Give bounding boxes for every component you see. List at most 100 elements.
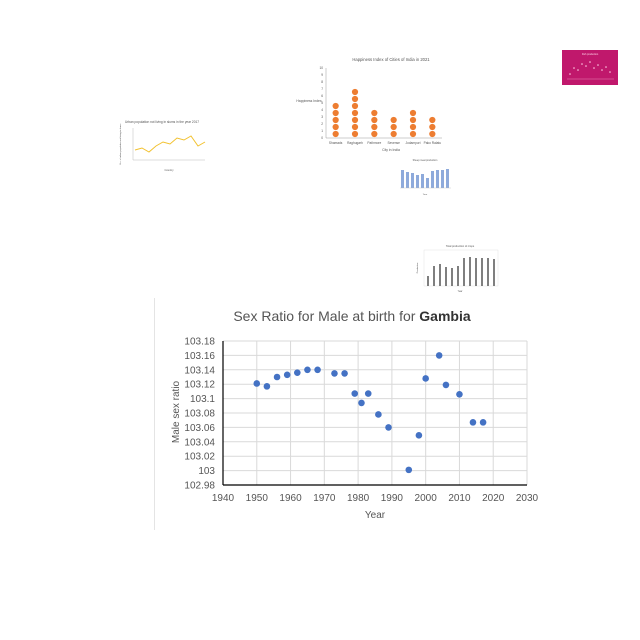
urban-chart-xlabel: Country <box>164 168 174 172</box>
data-point <box>253 380 261 387</box>
happiness-chart-ylabel: Happiness Index <box>296 99 322 103</box>
y-tick-label: 103.02 <box>184 452 215 463</box>
chart-title-text: Sex Ratio for Male at birth for <box>233 308 415 324</box>
data-point <box>422 375 429 382</box>
x-tick-labels: 1940 1950 1960 1970 1980 1990 2000 2010 2020 2030 <box>212 493 539 504</box>
happiness-category-label: Jodampuri <box>406 141 421 145</box>
data-point <box>273 373 281 381</box>
happiness-dot <box>332 123 339 131</box>
happiness-dot <box>351 130 359 138</box>
sheep-chart-bars <box>401 169 449 188</box>
data-point <box>358 399 365 407</box>
fish-chart-svg: Fish production <box>567 53 614 80</box>
x-tick-label: 1950 <box>246 493 269 504</box>
happiness-dot <box>371 109 378 117</box>
happiness-chart-xlabel: City in India <box>382 148 400 152</box>
happiness-dot <box>332 102 339 110</box>
y-tick-label: 103.1 <box>190 394 215 405</box>
data-point <box>283 371 291 379</box>
urban-chart-ylabel: No. of urban population not living in sl… <box>119 123 122 165</box>
crops-production-chart-thumbnail: Total production of crops Year Productio… <box>414 240 500 294</box>
x-tick-label: 1940 <box>212 493 235 504</box>
sex-ratio-chart: Sex Ratio for Male at birth for Gambia 1… <box>154 298 547 530</box>
urban-chart-series-line <box>134 135 206 153</box>
happiness-y-tick-label: 4 <box>321 108 323 112</box>
data-point <box>375 411 382 418</box>
chart-title-country: Gambia <box>419 308 471 324</box>
happiness-dot <box>409 109 417 117</box>
happiness-dot <box>351 109 359 117</box>
sheep-chart-title: Sheep meat production <box>413 159 438 162</box>
happiness-dot <box>409 123 417 131</box>
happiness-dot <box>332 130 339 138</box>
fish-chart-title: Fish production <box>582 53 599 56</box>
x-tick-label: 1980 <box>347 493 370 504</box>
happiness-y-tick-label: 8 <box>321 80 323 84</box>
data-point <box>351 390 359 397</box>
x-tick-label: 2000 <box>415 493 438 504</box>
y-tick-label: 103.04 <box>184 437 215 448</box>
happiness-y-tick-label: 7 <box>321 87 323 91</box>
crops-chart-bars <box>427 257 495 286</box>
happiness-dot <box>371 116 378 124</box>
y-axis-label: Male sex ratio <box>171 380 182 443</box>
happiness-category-label: Sevense <box>387 141 400 145</box>
x-tick-label: 1990 <box>381 493 404 504</box>
happiness-dot <box>351 102 359 110</box>
y-tick-label: 103.16 <box>184 351 215 362</box>
happiness-category-label: Pathmore <box>367 141 381 145</box>
urban-chart-title: Urban population not living in slums in … <box>125 120 199 124</box>
crops-chart-svg: Total production of crops Year Productio… <box>416 244 499 293</box>
sex-ratio-chart-svg: Sex Ratio for Male at birth for Gambia 1… <box>171 308 539 521</box>
data-point <box>442 381 450 389</box>
happiness-dot <box>351 116 359 124</box>
happiness-dot <box>371 123 378 131</box>
happiness-dot <box>409 116 417 124</box>
happiness-dot <box>429 116 436 124</box>
data-point <box>304 366 311 374</box>
crops-chart-xlabel: Year <box>458 290 463 293</box>
happiness-dot <box>332 109 339 117</box>
urban-population-chart-thumbnail: Urban population not living in slums in … <box>115 116 210 174</box>
crops-chart-plot-area <box>423 249 499 287</box>
data-point <box>415 432 423 439</box>
happiness-y-tick-label: 10 <box>319 66 323 70</box>
sheep-meat-chart-svg: Sheep meat production Year <box>400 159 451 196</box>
data-point <box>405 466 413 474</box>
happiness-dot <box>409 130 417 138</box>
x-axis-label: Year <box>365 510 386 521</box>
data-point <box>331 370 338 377</box>
happiness-dot <box>351 88 359 96</box>
happiness-y-tick-label: 3 <box>321 115 323 119</box>
x-tick-label: 2030 <box>516 493 539 504</box>
happiness-y-tick-label: 5 <box>321 101 323 105</box>
y-tick-label: 103.08 <box>184 409 215 420</box>
x-tick-label: 1970 <box>313 493 336 504</box>
happiness-dot <box>390 123 397 131</box>
fish-chart-points <box>569 61 611 75</box>
sheep-meat-chart-thumbnail: Sheep meat production Year <box>396 156 454 196</box>
chart-title: Sex Ratio for Male at birth for Gambia <box>233 308 471 324</box>
happiness-category-label: Raghugarh <box>347 141 363 145</box>
happiness-dot <box>429 123 436 131</box>
happiness-category-label: Shamads <box>329 141 343 145</box>
y-tick-label: 103.06 <box>184 423 215 434</box>
happiness-index-chart-thumbnail: Happiness Index of Cities of India in 20… <box>296 52 444 156</box>
y-tick-label: 102.98 <box>184 481 215 492</box>
happiness-y-tick-label: 0 <box>321 136 323 140</box>
grid-lines <box>222 340 528 486</box>
y-tick-label: 103.18 <box>184 337 215 348</box>
y-tick-label: 103.14 <box>184 365 215 376</box>
data-point <box>341 370 348 377</box>
happiness-dot <box>390 116 397 124</box>
x-tick-label: 1960 <box>279 493 302 504</box>
data-point <box>263 383 271 390</box>
data-points <box>253 352 487 474</box>
data-point <box>435 352 443 359</box>
happiness-dot <box>351 123 359 131</box>
happiness-dot <box>351 95 359 103</box>
data-point <box>385 424 392 431</box>
data-point <box>364 390 372 397</box>
happiness-chart-title: Happiness Index of Cities of India in 20… <box>352 57 430 62</box>
data-point <box>294 369 301 376</box>
